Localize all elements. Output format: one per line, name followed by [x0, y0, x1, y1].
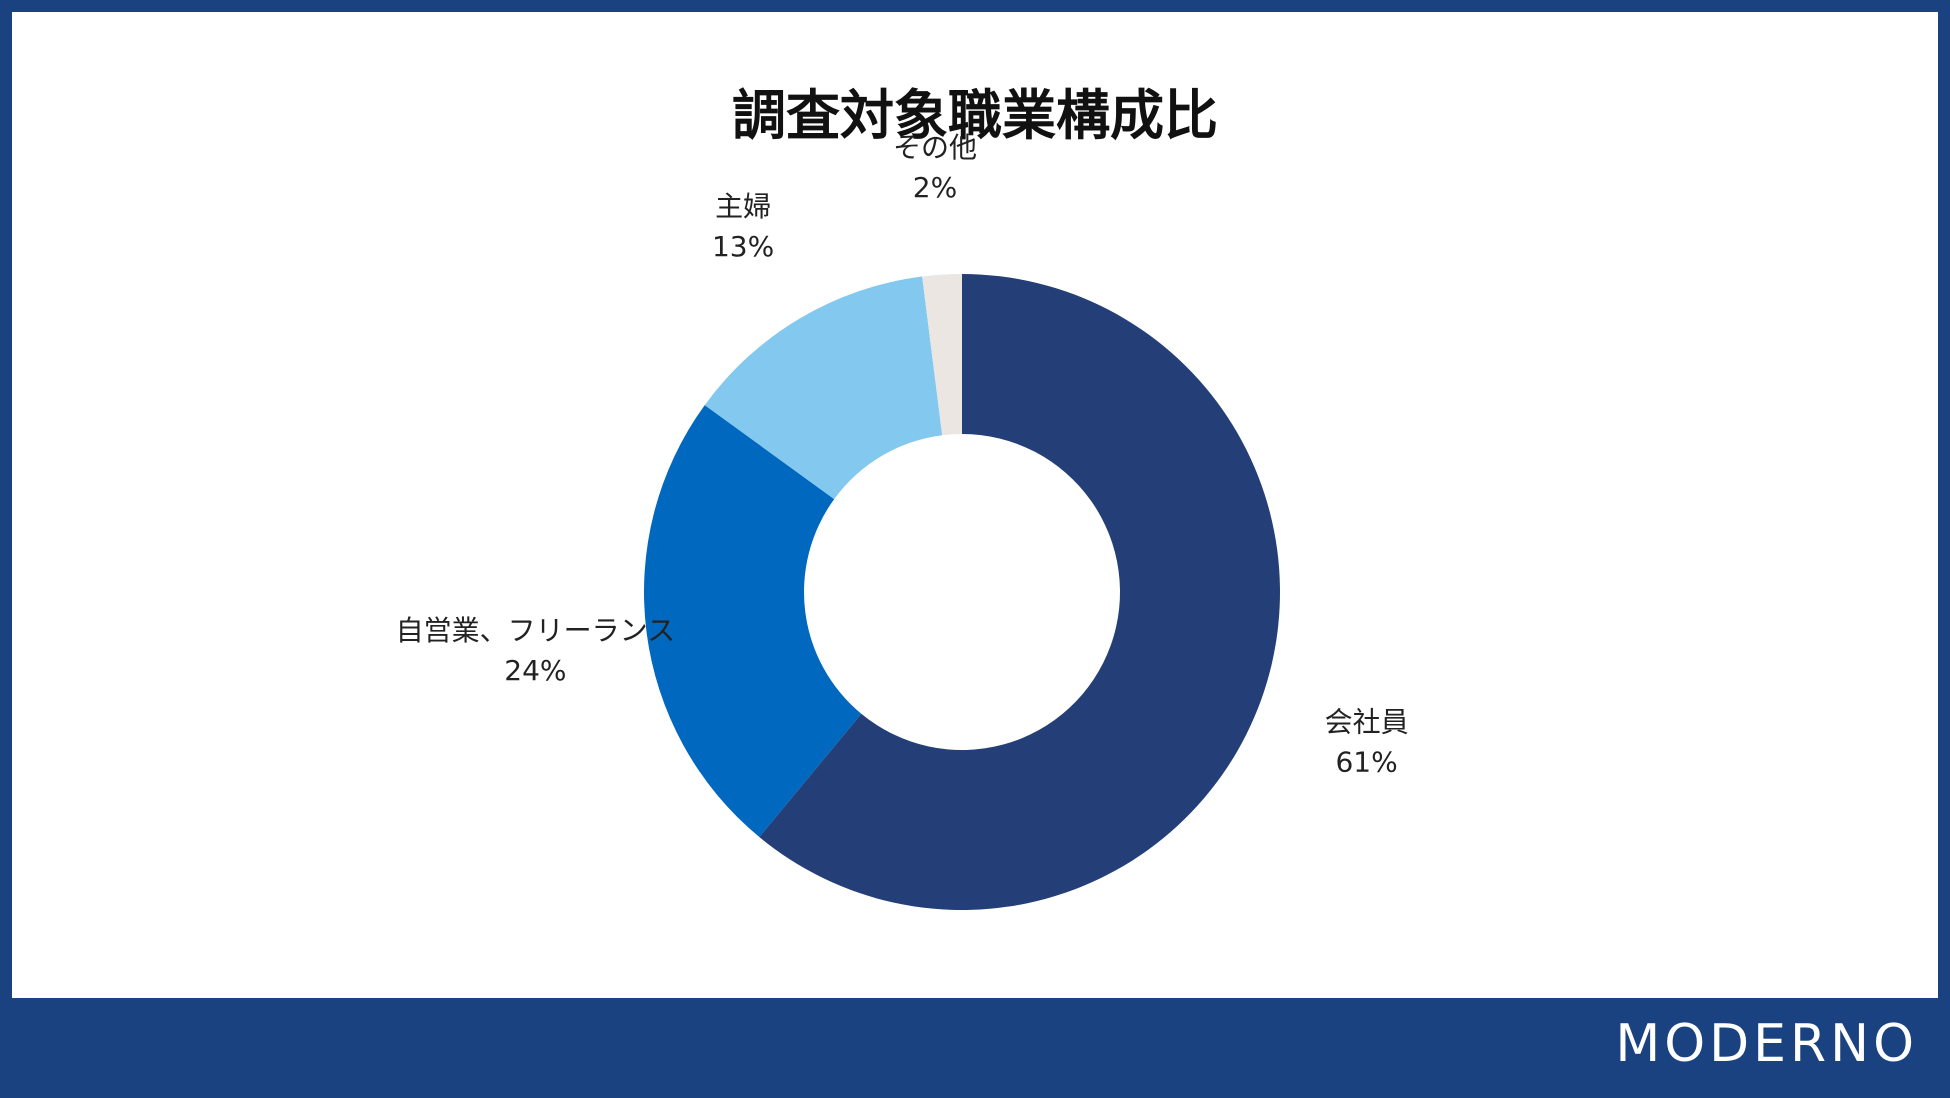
slice-percent-3: 2%: [913, 171, 957, 204]
chart-title: 調査対象職業構成比: [732, 84, 1218, 147]
brand-logo: MODERNO: [1615, 1014, 1918, 1074]
slice-category-1: 自営業、フリーランス: [396, 614, 675, 647]
slice-category-3: その他: [893, 131, 977, 164]
slice-label-3: その他 2%: [893, 131, 977, 204]
footer-bar: MODERNO: [0, 998, 1950, 1098]
slice-category-2: 主婦: [715, 190, 771, 223]
slice-0: [759, 274, 1280, 910]
donut-chart: 会社員 61% 自営業、フリーランス 24% 主婦 13% その他 2%: [396, 131, 1409, 910]
slice-percent-0: 61%: [1335, 746, 1397, 779]
slice-label-0: 会社員 61%: [1325, 706, 1409, 779]
slice-label-2: 主婦 13%: [712, 190, 774, 263]
slice-label-1: 自営業、フリーランス 24%: [396, 614, 675, 687]
slice-percent-2: 13%: [712, 230, 774, 263]
slice-category-0: 会社員: [1325, 706, 1409, 739]
labels-layer: 会社員 61% 自営業、フリーランス 24% 主婦 13% その他 2%: [396, 131, 1409, 779]
slice-2: [704, 276, 943, 500]
slice-3: [922, 274, 962, 436]
slices-layer: [644, 274, 1280, 910]
chart-panel: 調査対象職業構成比 会社員 61% 自営業、フリーランス 24% 主婦 13% その他 2%: [12, 12, 1938, 998]
slice-1: [644, 405, 862, 838]
slice-percent-1: 24%: [504, 654, 566, 687]
